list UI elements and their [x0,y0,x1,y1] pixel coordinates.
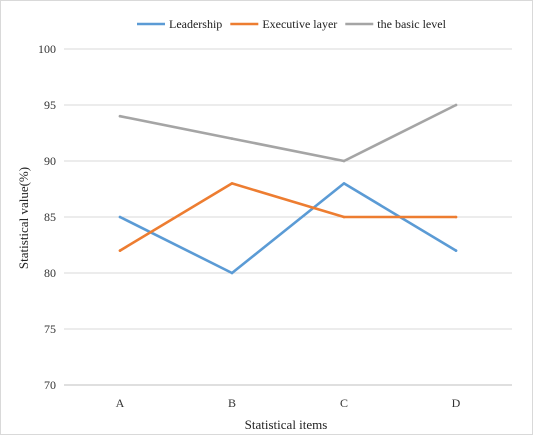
legend-label: Leadership [169,17,222,31]
y-tick-label: 100 [38,42,56,56]
data-point [230,137,234,140]
legend-item: Leadership [137,17,222,31]
y-tick-label: 70 [44,378,56,392]
grid-lines [64,48,512,386]
series-line [118,103,458,163]
x-tick-label: D [452,396,461,410]
x-axis-ticks: A B C D [116,396,461,410]
data-point [454,249,458,252]
x-tick-label: A [116,396,125,410]
data-point [454,103,458,107]
y-tick-label: 90 [44,154,56,168]
y-axis-ticks: 70 75 80 85 90 95 100 [38,42,56,392]
data-point [118,114,122,118]
series-lines [118,103,458,275]
data-point [118,249,122,252]
y-tick-label: 75 [44,322,56,336]
y-tick-label: 95 [44,98,56,112]
legend-item: the basic level [345,17,447,31]
x-tick-label: C [340,396,348,410]
x-tick-label: B [228,396,236,410]
legend-item: Executive layer [230,17,337,31]
data-point [230,182,234,185]
data-point [230,271,234,275]
data-point [342,215,346,219]
legend-label: Executive layer [262,17,337,31]
legend-label: the basic level [377,17,446,31]
legend: Leadership Executive layer the basic level [137,17,447,31]
y-tick-label: 85 [44,210,56,224]
data-point [342,182,346,185]
data-point [342,159,346,163]
series-line [118,182,458,252]
y-axis-title: Statistical value(%) [16,167,31,269]
data-point [454,215,458,219]
data-point [118,215,122,219]
y-tick-label: 80 [44,266,56,280]
x-axis-title: Statistical items [245,417,328,432]
